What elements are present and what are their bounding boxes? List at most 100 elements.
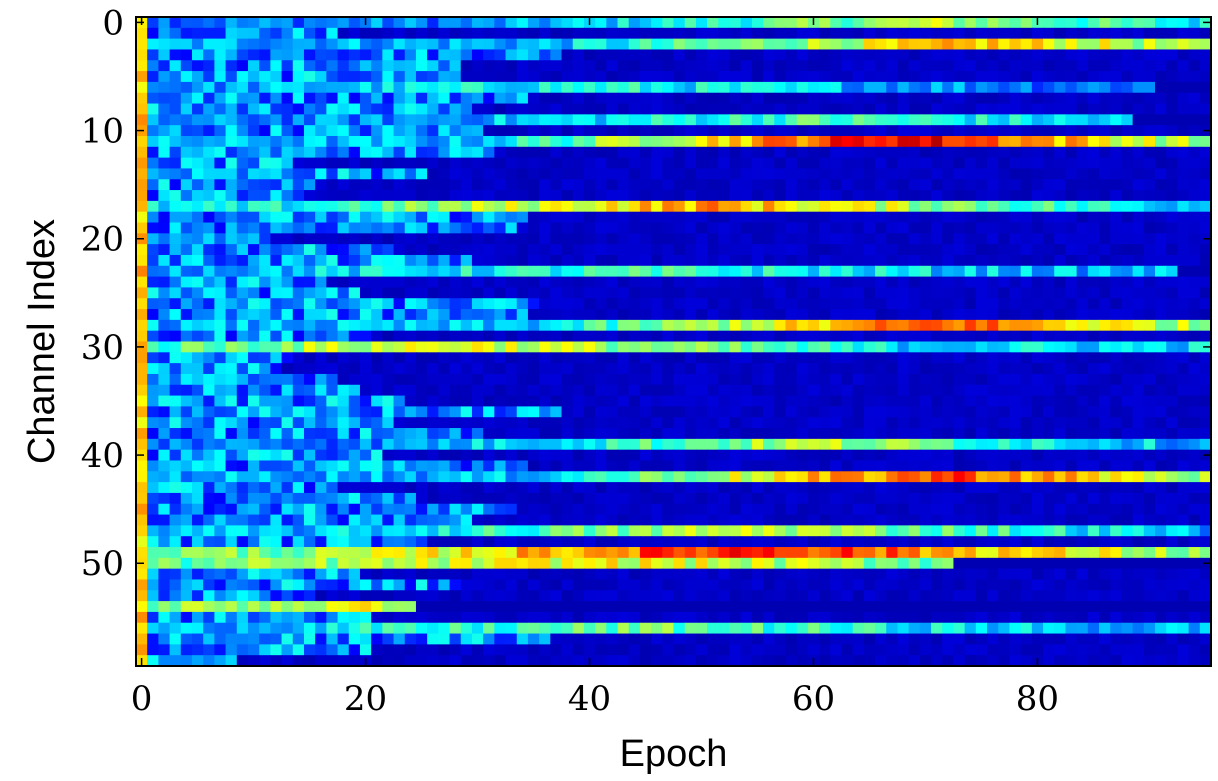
heatmap-cell (919, 168, 932, 180)
heatmap-cell (371, 492, 383, 505)
heatmap-cell (191, 460, 204, 472)
heatmap-cell (527, 449, 540, 462)
heatmap-cell (415, 503, 428, 516)
heatmap-cell (673, 265, 686, 278)
heatmap-cell (471, 536, 484, 548)
heatmap-cell (595, 428, 607, 440)
heatmap-cell (158, 503, 171, 516)
heatmap-cell (1087, 503, 1100, 516)
heatmap-cell (1054, 492, 1067, 505)
heatmap-cell (516, 92, 529, 105)
heatmap-cell (393, 276, 406, 289)
heatmap-cell (964, 244, 977, 256)
heatmap-cell (819, 352, 831, 364)
heatmap-cell (1177, 17, 1190, 29)
heatmap-cell (897, 287, 910, 299)
heatmap-cell (180, 373, 193, 386)
heatmap-cell (1009, 438, 1022, 451)
heatmap-cell (191, 125, 204, 137)
heatmap-cell (908, 60, 921, 72)
heatmap-cell (964, 525, 977, 537)
heatmap-cell (203, 125, 215, 137)
heatmap-cell (651, 503, 663, 516)
heatmap-cell (471, 492, 484, 505)
heatmap-cell (303, 568, 316, 581)
heatmap-cell (337, 298, 350, 310)
heatmap-cell (505, 514, 518, 526)
heatmap-cell (796, 222, 809, 234)
heatmap-cell (270, 363, 283, 375)
heatmap-cell (326, 298, 339, 310)
heatmap-cell (852, 352, 865, 364)
heatmap-cell (214, 146, 227, 159)
heatmap-cell (718, 471, 731, 483)
heatmap-cell (1177, 384, 1190, 397)
heatmap-cell (785, 200, 798, 213)
heatmap-cell (975, 125, 988, 137)
heatmap-cell (651, 103, 663, 115)
heatmap-cell (191, 233, 204, 245)
heatmap-cell (919, 330, 932, 343)
heatmap-cell (1143, 536, 1156, 548)
heatmap-cell (897, 17, 910, 29)
heatmap-cell (303, 287, 316, 299)
heatmap-cell (337, 179, 350, 191)
heatmap-cell (863, 168, 876, 180)
heatmap-cell (931, 233, 943, 245)
heatmap-cell (415, 114, 428, 126)
heatmap-cell (1110, 17, 1123, 29)
heatmap-cell (315, 428, 327, 440)
heatmap-cell (270, 309, 283, 321)
heatmap-cell (595, 222, 607, 234)
heatmap-cell (1166, 60, 1179, 72)
heatmap-cell (483, 525, 495, 537)
heatmap-cell (1143, 298, 1156, 310)
heatmap-cell (1199, 38, 1212, 51)
heatmap-cell (427, 319, 439, 332)
heatmap-cell (214, 92, 227, 105)
heatmap-cell (1132, 17, 1145, 29)
heatmap-cell (158, 395, 171, 407)
heatmap-cell (236, 395, 249, 407)
heatmap-cell (1076, 92, 1089, 105)
heatmap-cell (617, 287, 630, 299)
heatmap-cell (1009, 200, 1022, 213)
heatmap-cell (796, 200, 809, 213)
heatmap-cell (863, 373, 876, 386)
heatmap-cell (281, 449, 294, 462)
heatmap-cell (449, 211, 462, 224)
heatmap-cell (527, 287, 540, 299)
heatmap-cell (191, 211, 204, 224)
heatmap-cell (147, 49, 159, 61)
heatmap-cell (550, 417, 563, 429)
heatmap-cell (684, 168, 697, 180)
heatmap-cell (583, 525, 596, 537)
heatmap-cell (281, 492, 294, 505)
heatmap-cell (1009, 395, 1022, 407)
heatmap-cell (841, 49, 854, 61)
heatmap-cell (662, 536, 675, 548)
heatmap-cell (1099, 330, 1111, 343)
heatmap-cell (807, 222, 820, 234)
heatmap-cell (1076, 406, 1089, 418)
heatmap-cell (740, 17, 753, 29)
heatmap-cell (908, 395, 921, 407)
heatmap-cell (191, 330, 204, 343)
heatmap-cell (1076, 417, 1089, 429)
heatmap-cell (684, 81, 697, 94)
heatmap-cell (214, 319, 227, 332)
heatmap-cell (998, 168, 1011, 180)
heatmap-cell (460, 557, 473, 570)
heatmap-cell (158, 276, 171, 289)
heatmap-cell (819, 406, 831, 418)
heatmap-cell (1155, 319, 1167, 332)
heatmap-cell (259, 395, 271, 407)
heatmap-cell (1199, 471, 1212, 483)
heatmap-cell (404, 492, 417, 505)
heatmap-cell (807, 71, 820, 83)
heatmap-cell (651, 190, 663, 202)
heatmap-cell (1110, 352, 1123, 364)
heatmap-cell (1020, 276, 1033, 289)
heatmap-cell (785, 92, 798, 105)
heatmap-cell (516, 38, 529, 51)
